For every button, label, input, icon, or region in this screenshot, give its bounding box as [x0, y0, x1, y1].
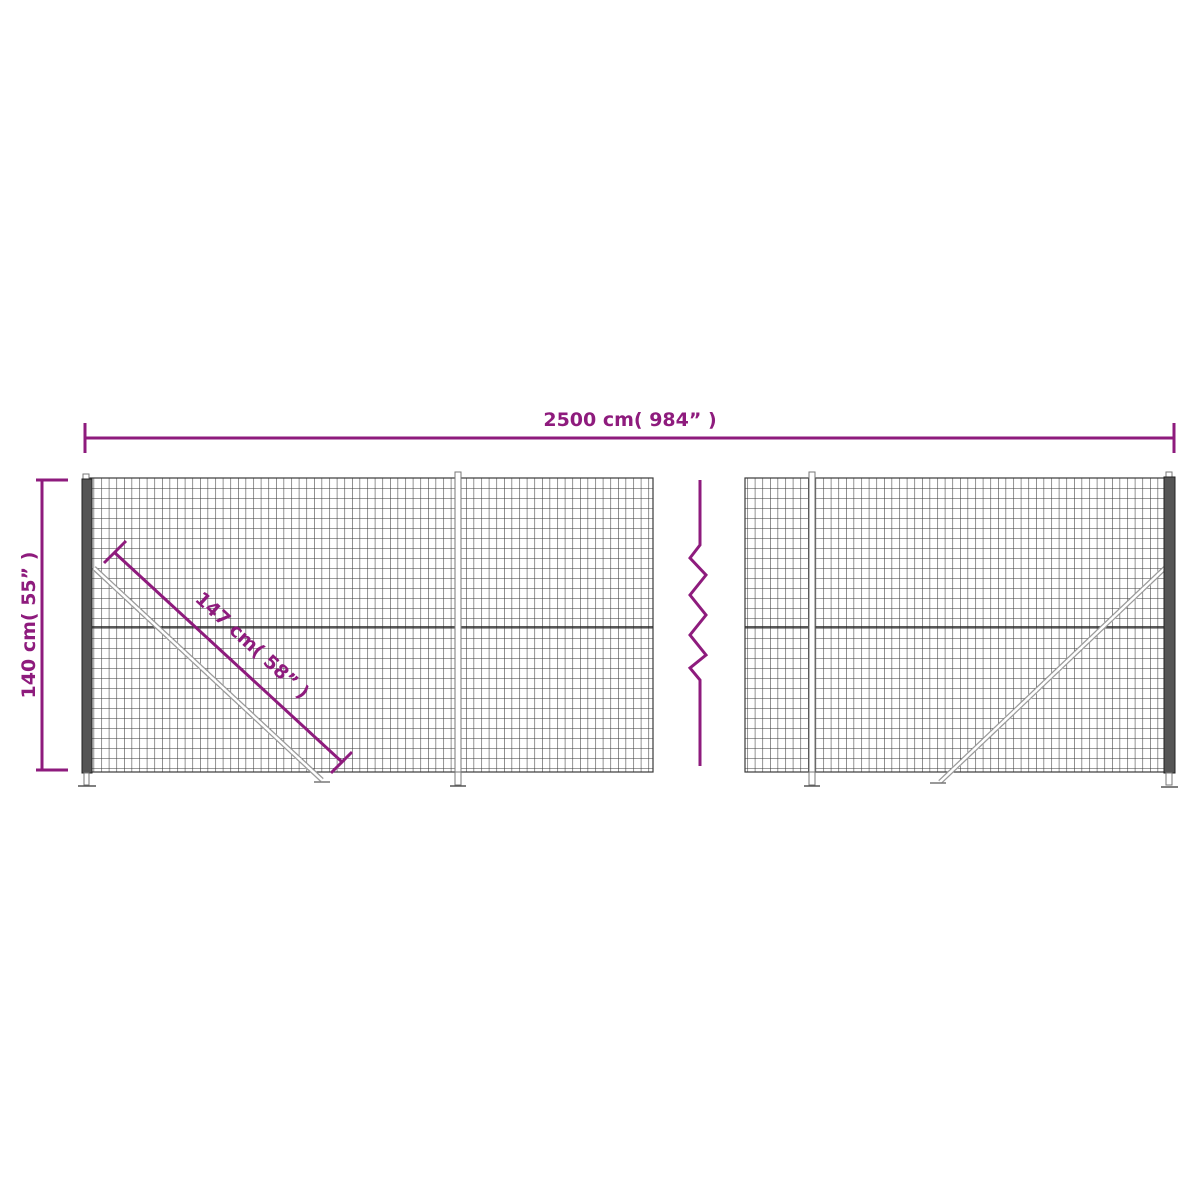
fence-panel-right: [744, 471, 1178, 788]
width-label: 2500 cm( 984” ): [543, 409, 716, 431]
break-symbol: [687, 480, 709, 766]
end-post-right: [1161, 471, 1178, 788]
brace-right: [930, 566, 1167, 784]
height-label: 140 cm( 55” ): [18, 552, 40, 699]
middle-post-right: [804, 471, 820, 787]
middle-post-left: [450, 471, 466, 787]
height-dimension: 140 cm( 55” ): [18, 478, 68, 772]
fence-panel-left: [78, 471, 654, 787]
brace-left: [92, 566, 330, 783]
end-post-left: [78, 473, 96, 787]
width-dimension: 2500 cm( 984” ): [83, 409, 1176, 453]
